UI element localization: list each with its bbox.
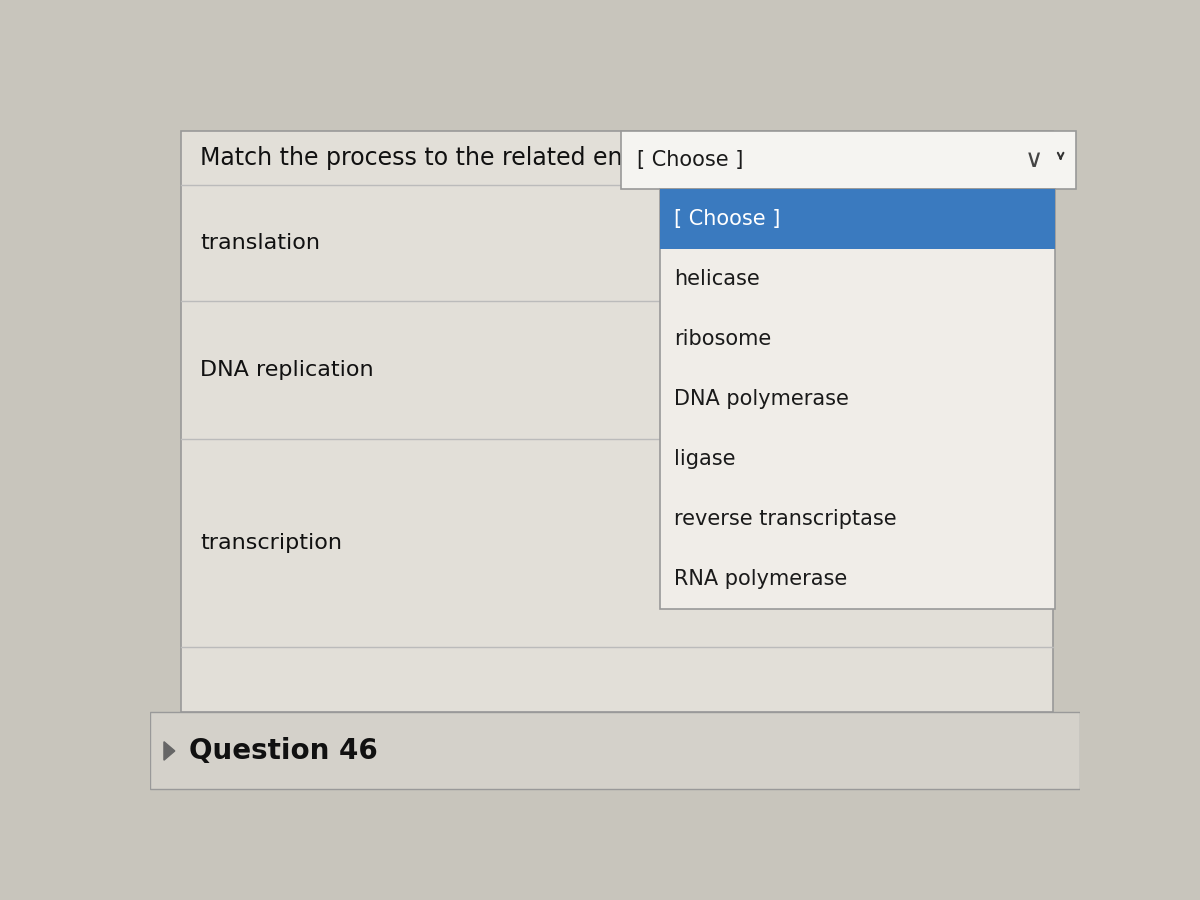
- Text: transcription: transcription: [200, 533, 342, 553]
- FancyBboxPatch shape: [150, 713, 1080, 789]
- Text: ribosome: ribosome: [674, 329, 772, 349]
- Text: RNA polymerase: RNA polymerase: [674, 569, 847, 590]
- Text: Question 46: Question 46: [188, 737, 378, 765]
- FancyBboxPatch shape: [660, 189, 1055, 609]
- Text: helicase: helicase: [674, 269, 760, 289]
- Text: ligase: ligase: [674, 449, 736, 469]
- Text: [ Choose ]: [ Choose ]: [674, 209, 780, 229]
- Text: reverse transcriptase: reverse transcriptase: [674, 509, 896, 529]
- Text: DNA replication: DNA replication: [200, 360, 374, 380]
- Text: translation: translation: [200, 233, 320, 253]
- FancyBboxPatch shape: [181, 131, 1052, 713]
- FancyBboxPatch shape: [622, 131, 1076, 189]
- Text: Match the process to the related enzyme/structure in Bacteria.: Match the process to the related enzyme/…: [200, 146, 944, 170]
- FancyBboxPatch shape: [660, 189, 1055, 249]
- Polygon shape: [164, 742, 175, 760]
- Text: [ Choose ]: [ Choose ]: [637, 150, 743, 170]
- Text: DNA polymerase: DNA polymerase: [674, 389, 848, 410]
- Text: ∨: ∨: [1025, 148, 1043, 172]
